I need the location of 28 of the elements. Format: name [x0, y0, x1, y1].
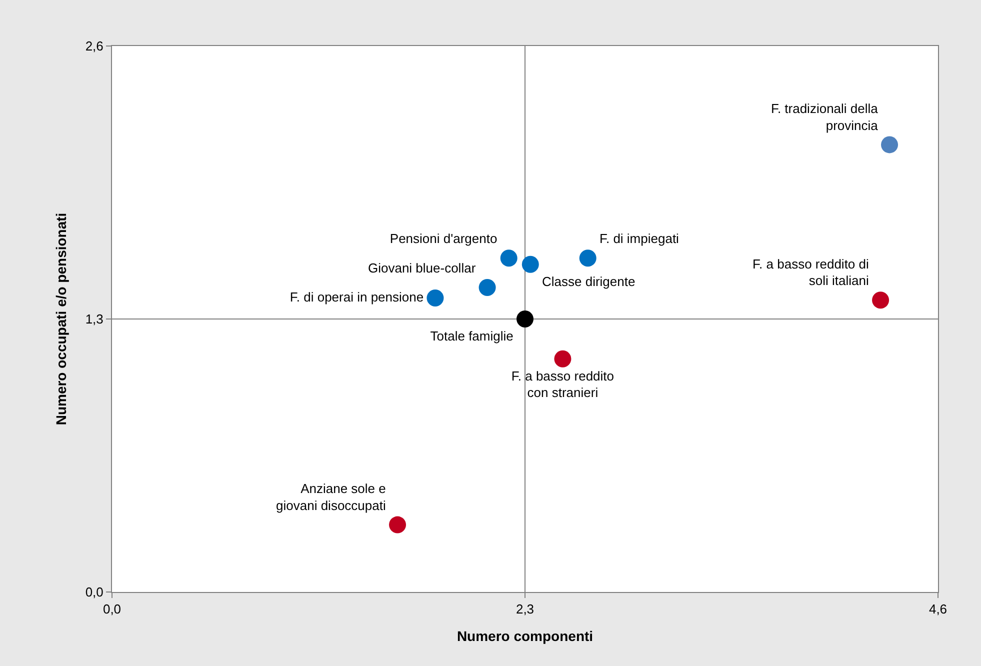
point: [516, 310, 534, 328]
series-label: Totale famiglie: [430, 328, 514, 344]
series-label: Anziane sole e giovani disoccupati: [276, 481, 386, 513]
series-label: F. a basso reddito di soli italiani: [752, 256, 870, 288]
series-label: F. di impiegati: [599, 231, 680, 246]
point: [478, 279, 496, 296]
y-tick-label: 2,6: [85, 38, 104, 54]
x-tick-label: 2,3: [516, 602, 534, 617]
series-label: F. di operai in pensione: [290, 289, 424, 304]
point: [881, 136, 898, 154]
series-label: F. a basso reddito con stranieri: [511, 368, 614, 400]
series-label: Giovani blue-collar: [368, 260, 476, 276]
x-tick-label: 0,0: [102, 602, 122, 617]
point: [579, 250, 596, 267]
y-tick-label: 1,3: [85, 312, 104, 327]
point: [554, 350, 572, 368]
x-axis-title: Numero componenti: [456, 628, 594, 644]
series-label: Pensioni d'argento: [390, 231, 498, 246]
point: [500, 250, 518, 267]
x-tick-label: 4,6: [928, 602, 948, 617]
point: [522, 256, 539, 273]
series-label: F. tradizionali della provincia: [770, 100, 879, 133]
series-label: Classe dirigente: [542, 274, 636, 289]
point: [872, 292, 890, 309]
y-axis-title: Numero occupati e/o pensionati: [52, 212, 69, 426]
point: [426, 290, 444, 306]
point: [389, 516, 406, 534]
y-tick-label: 0,0: [85, 584, 104, 600]
